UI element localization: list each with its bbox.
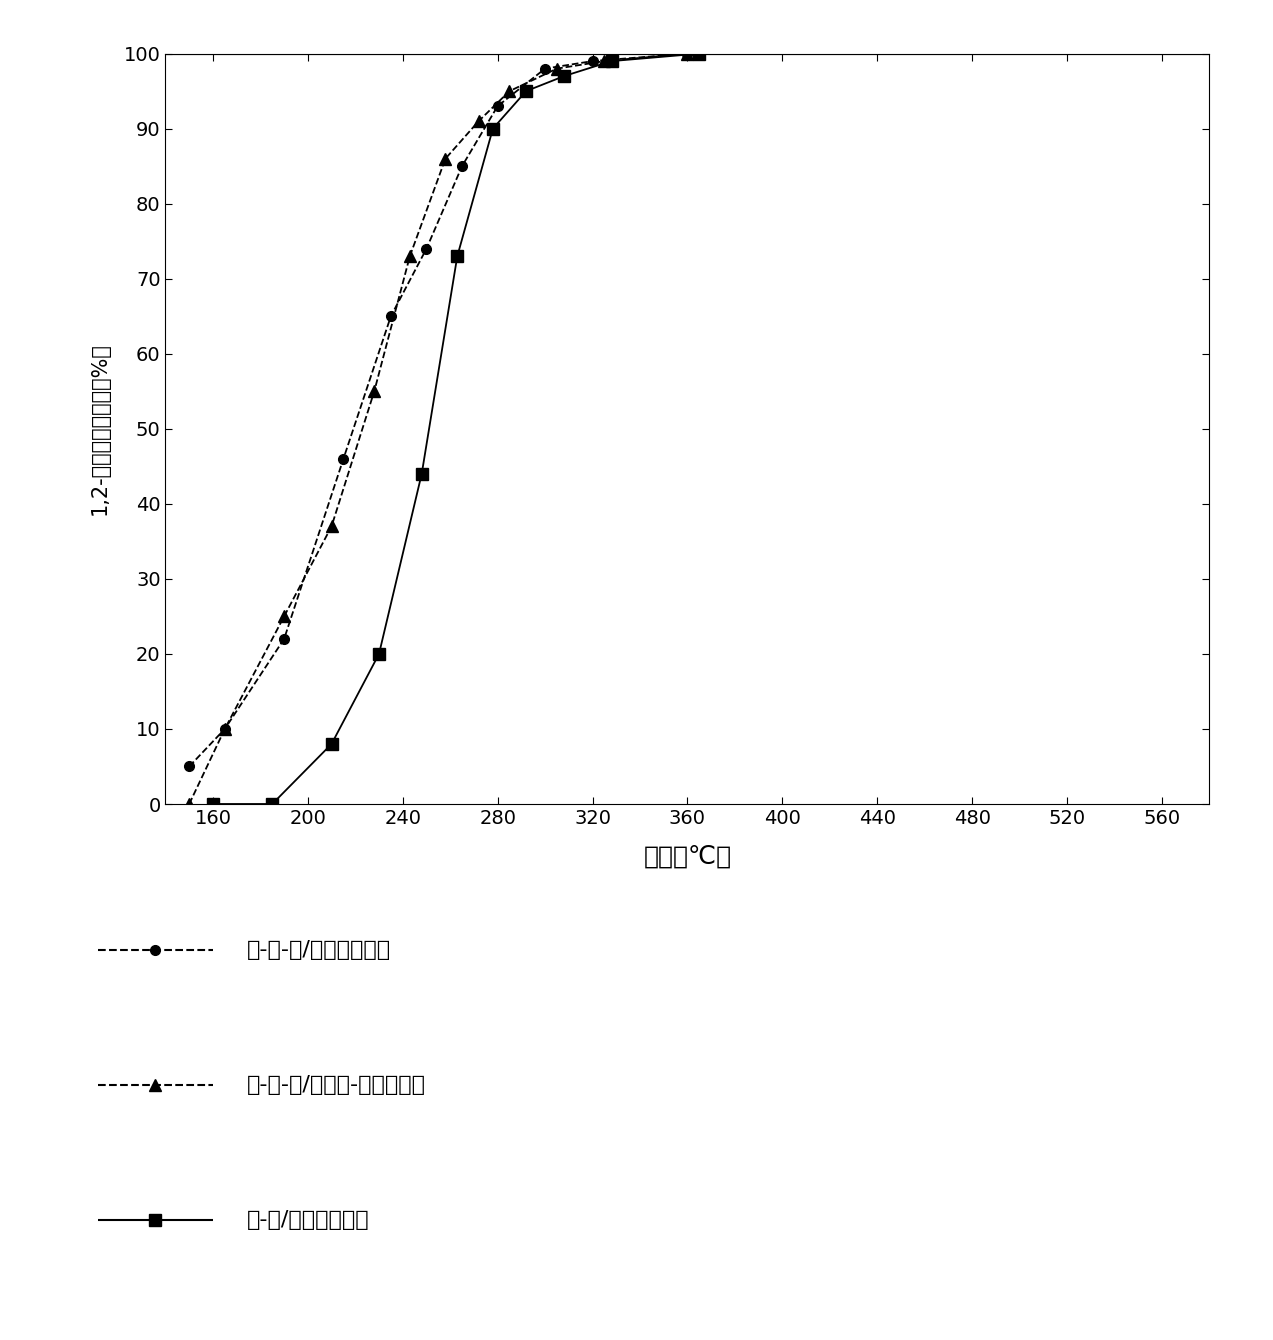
Text: 钒-锃/氧化鑉催化剂: 钒-锃/氧化鑉催化剂 — [247, 1210, 369, 1230]
Text: 銀-钒-锃/氧化鑉-硫酸催化剂: 銀-钒-锃/氧化鑉-硫酸催化剂 — [247, 1076, 426, 1095]
Y-axis label: 1,2-二氯苯的转化率（%）: 1,2-二氯苯的转化率（%） — [90, 342, 109, 516]
X-axis label: 温度（℃）: 温度（℃） — [643, 844, 732, 868]
Text: 銀-钒-锃/氧化鑉催化剂: 銀-钒-锃/氧化鑉催化剂 — [247, 941, 391, 961]
